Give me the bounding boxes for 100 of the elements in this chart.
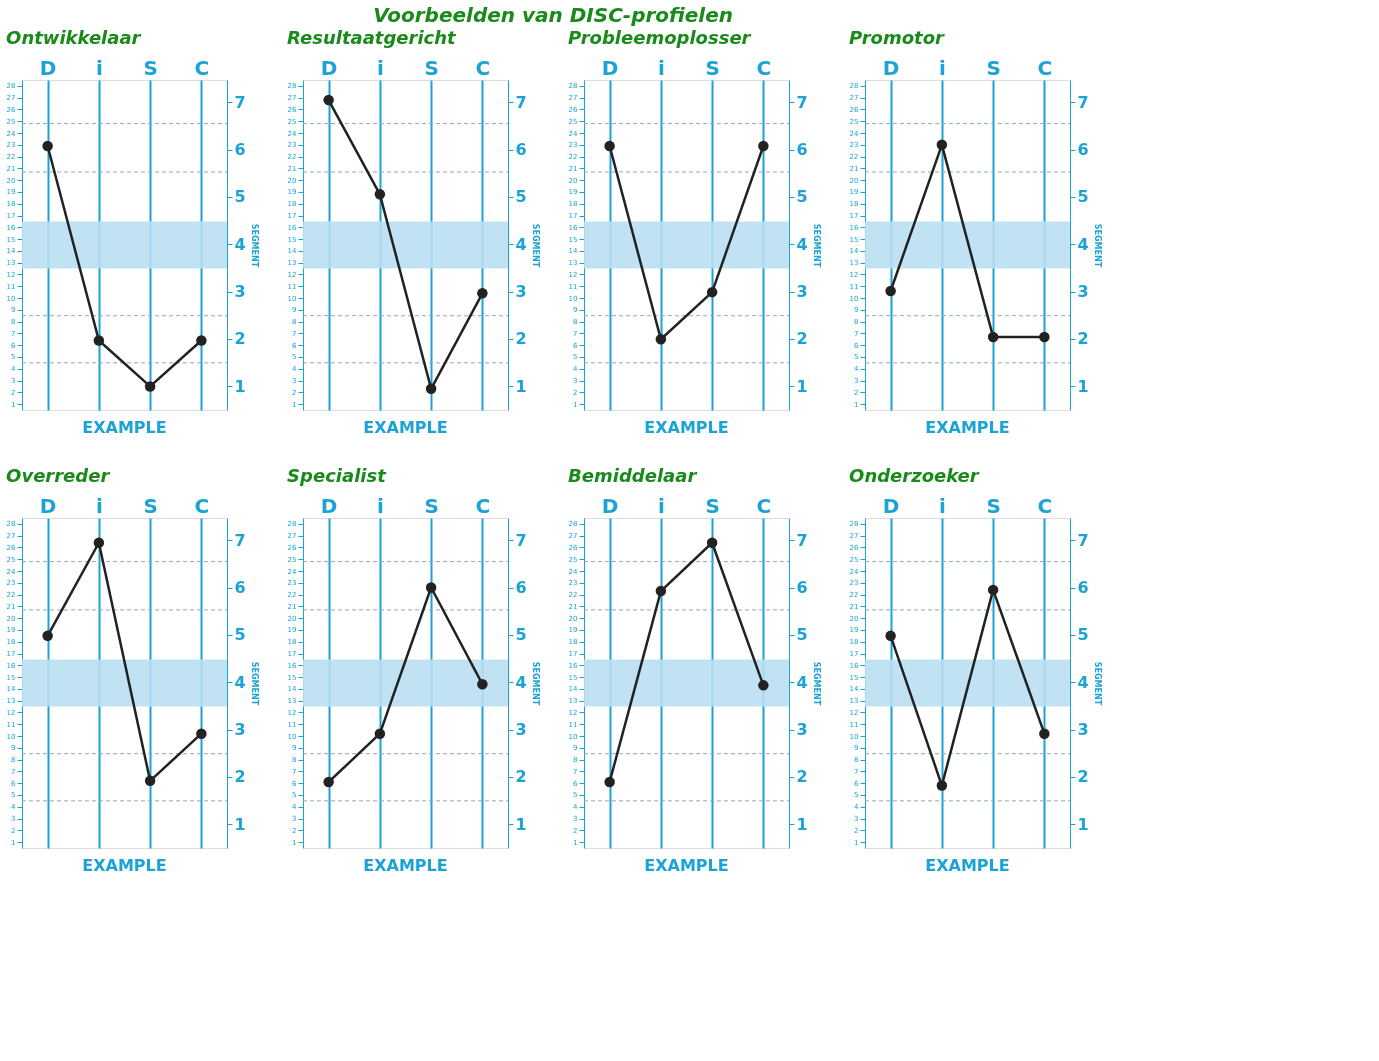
- chart-title: Ontwikkelaar: [6, 27, 142, 48]
- x-tick-label: S: [143, 55, 158, 80]
- point: [758, 680, 769, 691]
- y2-tick-label: 6: [1077, 578, 1089, 598]
- text: EXAMPLE: [82, 418, 167, 437]
- x-tick-label: C: [1037, 55, 1053, 80]
- y2-axis-title: SEGMENT: [1092, 661, 1102, 706]
- y2-tick-label: 5: [796, 187, 808, 207]
- chart-title: Bemiddelaar: [568, 465, 698, 486]
- y2-tick-label: 4: [234, 234, 246, 254]
- y2-tick-label: 6: [234, 140, 246, 160]
- point: [604, 776, 615, 788]
- point: [42, 140, 53, 152]
- text: EXAMPLE: [644, 856, 729, 875]
- y2-tick-label: 5: [234, 625, 246, 645]
- x-tick-label: C: [1037, 493, 1053, 518]
- x-tick-label: D: [882, 55, 900, 80]
- point: [706, 286, 718, 298]
- y2-tick-label: 3: [1077, 282, 1089, 302]
- y2-tick-label: 1: [796, 376, 808, 396]
- point: [323, 776, 334, 788]
- y2-tick-label: 7: [1077, 530, 1089, 550]
- y2-tick-label: 2: [1077, 329, 1089, 349]
- y2-tick-label: 3: [796, 720, 808, 740]
- y2-tick-label: 5: [234, 187, 246, 207]
- y2-tick-label: 4: [796, 672, 808, 692]
- point: [42, 630, 53, 642]
- point: [1039, 331, 1050, 343]
- point: [885, 285, 896, 297]
- text: EXAMPLE: [925, 418, 1010, 437]
- y2-tick-label: 2: [234, 767, 246, 787]
- y2-axis-title: SEGMENT: [1092, 223, 1102, 268]
- point: [655, 334, 667, 345]
- text: EXAMPLE: [363, 418, 448, 437]
- point: [936, 139, 948, 151]
- y2-tick-label: 4: [515, 672, 527, 692]
- x-tick-label: D: [320, 55, 338, 80]
- point: [1039, 728, 1050, 739]
- chart-title: Overreder: [6, 465, 111, 486]
- point: [655, 585, 667, 597]
- y2-tick-label: 6: [796, 140, 808, 160]
- y2-axis-title: SEGMENT: [811, 661, 821, 706]
- y2-axis-title: SEGMENT: [530, 661, 540, 706]
- y2-tick-label: 6: [515, 140, 527, 160]
- text: EXAMPLE: [82, 856, 167, 875]
- y2-tick-label: 6: [234, 578, 246, 598]
- text: EXAMPLE: [925, 856, 1010, 875]
- x-tick-label: S: [705, 493, 720, 518]
- y2-tick-label: 5: [1077, 187, 1089, 207]
- y2-tick-label: 6: [1077, 140, 1089, 160]
- y2-tick-label: 3: [1077, 720, 1089, 740]
- y2-tick-label: 4: [1077, 234, 1089, 254]
- y2-axis-title: SEGMENT: [249, 661, 259, 706]
- y2-tick-label: 3: [515, 720, 527, 740]
- y2-tick-label: 7: [515, 92, 527, 112]
- y2-tick-label: 3: [515, 282, 527, 302]
- y2-tick-label: 4: [515, 234, 527, 254]
- y2-tick-label: 1: [515, 376, 527, 396]
- point: [323, 94, 334, 106]
- point: [604, 140, 615, 152]
- y2-tick-label: 4: [234, 672, 246, 692]
- x-tick-label: i: [376, 493, 384, 518]
- chart-title: Onderzoeker: [849, 465, 980, 486]
- x-tick-label: i: [657, 493, 665, 518]
- point: [93, 537, 105, 548]
- point: [477, 288, 488, 299]
- x-tick-label: C: [756, 55, 772, 80]
- y2-tick-label: 1: [234, 376, 246, 396]
- y2-tick-label: 2: [234, 329, 246, 349]
- y2-tick-label: 4: [1077, 672, 1089, 692]
- y2-tick-label: 1: [1077, 376, 1089, 396]
- point: [374, 189, 386, 200]
- y2-tick-label: 5: [515, 625, 527, 645]
- y2-tick-label: 2: [1077, 767, 1089, 787]
- y2-tick-label: 7: [1077, 92, 1089, 112]
- x-tick-label: S: [705, 55, 720, 80]
- point: [144, 381, 156, 392]
- y2-tick-label: 3: [796, 282, 808, 302]
- text: EXAMPLE: [363, 856, 448, 875]
- x-tick-label: D: [601, 493, 619, 518]
- point: [885, 630, 896, 642]
- y2-tick-label: 2: [515, 767, 527, 787]
- y2-axis-title: SEGMENT: [249, 223, 259, 268]
- y2-tick-label: 1: [234, 814, 246, 834]
- y2-tick-label: 6: [515, 578, 527, 598]
- point: [987, 584, 999, 596]
- x-tick-label: i: [95, 493, 103, 518]
- y2-tick-label: 3: [234, 282, 246, 302]
- point: [706, 537, 718, 548]
- point: [374, 728, 386, 739]
- y2-tick-label: 3: [234, 720, 246, 740]
- x-tick-label: i: [376, 55, 384, 80]
- x-tick-label: i: [657, 55, 665, 80]
- x-tick-label: S: [424, 55, 439, 80]
- y2-tick-label: 7: [796, 530, 808, 550]
- point: [196, 728, 207, 739]
- x-tick-label: D: [601, 55, 619, 80]
- x-tick-label: S: [986, 55, 1001, 80]
- x-tick-label: C: [194, 493, 210, 518]
- point: [425, 383, 437, 395]
